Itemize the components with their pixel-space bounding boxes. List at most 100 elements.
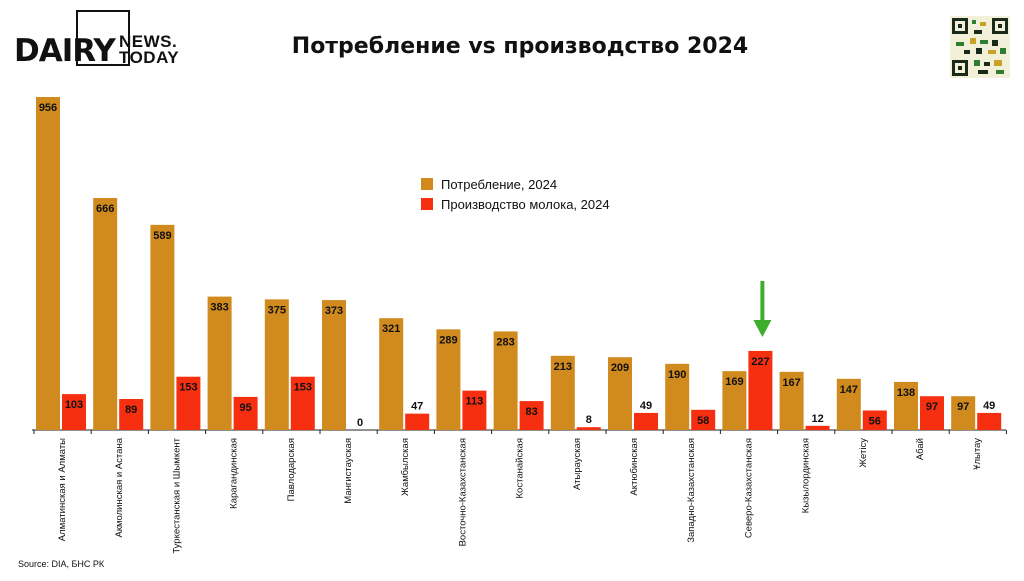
- legend-label: Потребление, 2024: [441, 177, 557, 192]
- bar-production: [691, 409, 716, 430]
- bars-layer: 956 103 Алматинская и Алматы 666 89 Акмолинск…: [32, 97, 1007, 554]
- data-label-production: 83: [525, 406, 537, 418]
- bar-production: [977, 412, 1002, 430]
- data-label-consumption: 589: [153, 230, 171, 242]
- bar-production: [119, 398, 144, 430]
- x-tick-label: Жамбылская: [400, 438, 411, 496]
- data-label-production: 103: [65, 399, 83, 411]
- bar-production: [233, 396, 258, 430]
- bar-production: [862, 410, 887, 430]
- data-label-production: 8: [586, 414, 592, 426]
- bar-production: [805, 425, 830, 430]
- data-label-consumption: 167: [782, 377, 800, 389]
- chart-title: Потребление vs производство 2024: [291, 34, 749, 59]
- data-label-consumption: 321: [382, 323, 400, 335]
- logo-news-word: NEWS.: [119, 32, 178, 51]
- x-tick-label: Карагандинская: [229, 438, 240, 509]
- data-label-production: 153: [294, 382, 312, 394]
- data-label-consumption: 383: [210, 302, 228, 314]
- bar-consumption: [722, 371, 747, 430]
- bar-consumption: [550, 355, 575, 430]
- data-label-consumption: 147: [840, 384, 858, 396]
- bar-production: [290, 376, 315, 430]
- bar-consumption: [264, 299, 289, 430]
- x-tick-label: Костанайская: [515, 438, 526, 498]
- bar-production: [176, 376, 201, 430]
- x-tick-label: Алматинская и Алматы: [57, 438, 68, 541]
- data-label-production: 49: [640, 400, 652, 412]
- data-label-production: 58: [697, 415, 709, 427]
- x-tick-label: Павлодарская: [286, 438, 297, 501]
- legend-swatch: [421, 178, 433, 190]
- source-note: Source: DIA, БНС РК: [18, 559, 105, 569]
- data-label-production: 113: [466, 396, 484, 408]
- x-tick-label: Абай: [915, 438, 926, 460]
- logo-news-text: NEWS. TODAY: [119, 32, 180, 67]
- x-tick-label: Актюбинская: [629, 438, 640, 496]
- data-label-consumption: 97: [957, 401, 969, 413]
- data-label-consumption: 956: [39, 102, 57, 114]
- bar-production: [920, 396, 944, 430]
- data-label-consumption: 373: [325, 305, 343, 317]
- bar-consumption: [493, 331, 518, 430]
- logo-today-word: TODAY: [119, 48, 180, 67]
- data-label-consumption: 666: [96, 203, 114, 215]
- bar-consumption: [894, 381, 918, 430]
- legend-label: Производство молока, 2024: [441, 197, 610, 212]
- data-label-consumption: 169: [725, 376, 743, 388]
- data-label-production: 56: [869, 415, 881, 427]
- bar-consumption: [665, 363, 690, 430]
- bar-consumption: [93, 198, 118, 430]
- x-tick-label: Западно-Казахстанская: [686, 438, 697, 543]
- data-label-consumption: 213: [554, 361, 572, 373]
- legend-swatch: [421, 198, 433, 210]
- bar-consumption: [608, 357, 632, 430]
- data-label-consumption: 190: [668, 369, 686, 381]
- bar-production: [519, 401, 544, 430]
- highlight-arrow-icon: [753, 281, 772, 337]
- bar-consumption: [150, 224, 175, 430]
- data-label-production: 89: [125, 404, 137, 416]
- data-label-production: 0: [357, 417, 363, 429]
- x-tick-label: Акмолинская и Астана: [114, 437, 125, 537]
- bar-consumption: [951, 396, 976, 430]
- bar-consumption: [322, 300, 346, 430]
- bar-production: [462, 390, 487, 430]
- bar-consumption: [36, 97, 60, 430]
- bar-consumption: [436, 329, 461, 430]
- data-label-consumption: 289: [439, 334, 457, 346]
- data-label-production: 97: [926, 401, 938, 413]
- logo-frame: [76, 10, 130, 66]
- x-tick-label: Восточно-Казахстанская: [457, 438, 468, 546]
- data-label-production: 47: [411, 401, 423, 413]
- bar-consumption: [379, 318, 404, 430]
- logo-dairy-text: DAIRY: [14, 33, 116, 69]
- x-tick-label: Северо-Казахстанская: [743, 438, 754, 538]
- bar-production: [634, 412, 658, 430]
- data-label-production: 95: [239, 402, 251, 414]
- qr-code-icon: [950, 16, 1010, 78]
- x-tick-label: Кызылординская: [801, 438, 812, 513]
- x-tick-label: Мангистауская: [343, 438, 354, 504]
- bar-production: [405, 413, 430, 430]
- data-label-production: 12: [811, 413, 823, 425]
- data-label-consumption: 283: [496, 336, 514, 348]
- x-tick-label: Туркестанская и Шымкент: [171, 437, 182, 553]
- x-tick-label: Атырауская: [572, 438, 583, 490]
- bar-consumption: [836, 378, 861, 430]
- data-label-production: 153: [179, 382, 197, 394]
- data-label-consumption: 138: [897, 387, 915, 399]
- x-tick-label: Жетiсу: [858, 438, 869, 468]
- data-label-production: 227: [751, 356, 769, 368]
- bar-consumption: [779, 371, 804, 430]
- bar-production: [62, 394, 86, 430]
- x-tick-label: Ұлытау: [972, 438, 983, 470]
- data-label-consumption: 209: [611, 362, 629, 374]
- bar-consumption: [207, 296, 232, 430]
- bar-production: [576, 427, 601, 430]
- logo: DAIRY NEWS. TODAY: [12, 10, 182, 80]
- data-label-production: 49: [983, 400, 995, 412]
- bar-production: [748, 350, 773, 430]
- data-label-consumption: 375: [268, 304, 286, 316]
